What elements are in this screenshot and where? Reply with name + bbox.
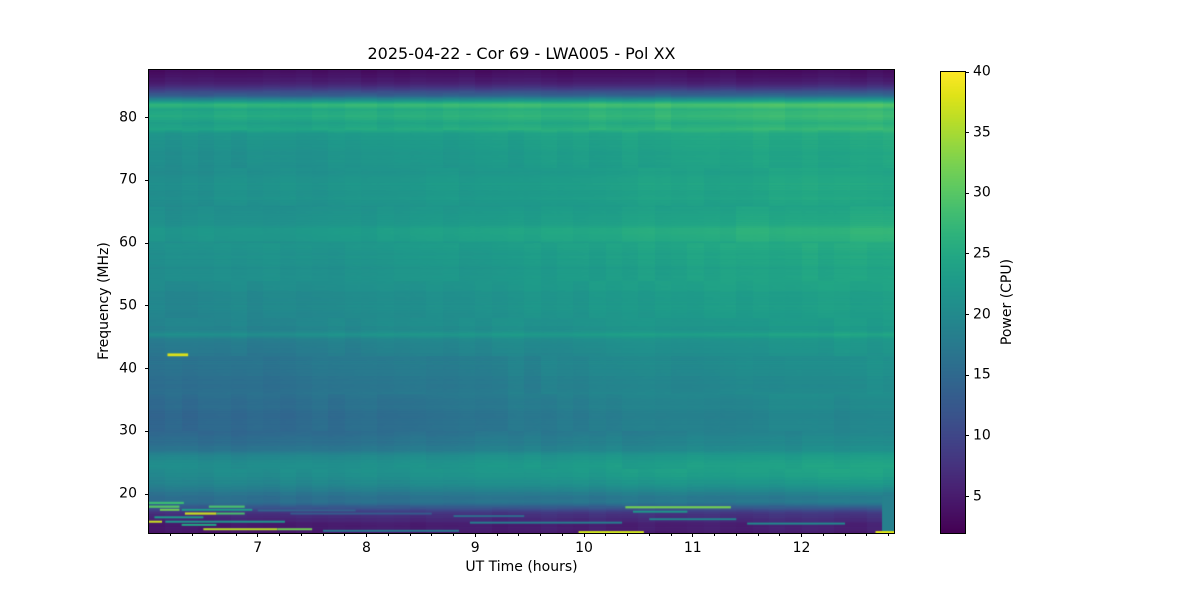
x-major-tick [692,533,694,537]
x-minor-tick [344,533,346,536]
x-minor-tick [605,533,607,536]
x-minor-tick [844,533,846,536]
y-major-tick [145,305,149,307]
x-minor-tick [714,533,716,536]
x-tick-label: 9 [470,540,480,556]
y-major-tick [145,493,149,495]
y-major-tick [145,179,149,181]
colorbar-tick-label: 30 [973,184,991,201]
spectrogram-canvas [149,70,894,533]
x-tick-label: 7 [253,540,263,556]
x-minor-tick [540,533,542,536]
colorbar-tick [965,314,969,316]
y-major-tick [145,117,149,119]
x-minor-tick [561,533,563,536]
y-tick-label: 80 [119,109,137,126]
colorbar-tick-label: 10 [973,427,991,444]
y-tick-label: 50 [119,297,137,314]
x-minor-tick [757,533,759,536]
colorbar-tick-label: 35 [973,124,991,141]
colorbar-canvas [941,72,965,533]
x-minor-tick [192,533,193,536]
x-minor-tick [866,533,868,536]
x-minor-tick [300,533,302,536]
x-tick-label: 12 [792,540,811,556]
x-minor-tick [779,533,781,536]
colorbar-label: Power (CPU) [999,258,1015,346]
y-tick-label: 70 [119,171,137,188]
x-minor-tick [235,533,237,536]
x-minor-tick [670,533,672,536]
x-minor-tick [648,533,650,536]
colorbar-tick [965,192,969,194]
x-minor-tick [213,533,215,536]
x-tick-label: 11 [683,540,702,556]
x-minor-tick [387,533,389,536]
x-major-tick [583,533,585,537]
x-minor-tick [322,533,324,536]
x-minor-tick [409,533,411,536]
y-major-tick [145,368,149,370]
x-minor-tick [279,533,280,536]
plot-title: 2025-04-22 - Cor 69 - LWA005 - Pol XX [367,44,676,63]
colorbar-tick [965,435,969,437]
x-major-tick [257,533,259,537]
x-minor-tick [627,533,629,536]
x-major-tick [474,533,476,537]
x-minor-tick [431,533,433,536]
x-minor-tick [496,533,498,536]
x-minor-tick [170,533,172,536]
x-major-tick [801,533,803,537]
colorbar-tick [965,71,969,73]
x-tick-label: 10 [575,540,593,556]
x-minor-tick [888,533,890,536]
x-tick-label: 8 [362,540,371,556]
x-minor-tick [518,533,520,536]
x-major-tick [366,533,368,537]
colorbar-tick-label: 25 [973,245,991,262]
y-tick-label: 60 [119,234,137,251]
colorbar-tick-label: 40 [973,63,991,80]
y-major-tick [145,242,149,244]
colorbar-tick [965,374,969,376]
y-major-tick [145,430,149,432]
x-minor-tick [453,533,455,536]
colorbar-tick-label: 5 [973,488,982,505]
colorbar-tick [965,253,969,255]
y-tick-label: 40 [119,360,137,377]
colorbar-tick-label: 15 [973,366,991,383]
colorbar-tick-label: 20 [973,306,991,323]
colorbar-tick [965,132,969,134]
x-minor-tick [735,533,737,536]
y-tick-label: 30 [119,422,137,439]
x-axis-label: UT Time (hours) [465,559,578,575]
y-tick-label: 20 [119,485,137,502]
x-minor-tick [822,533,824,536]
colorbar-tick [965,496,969,498]
